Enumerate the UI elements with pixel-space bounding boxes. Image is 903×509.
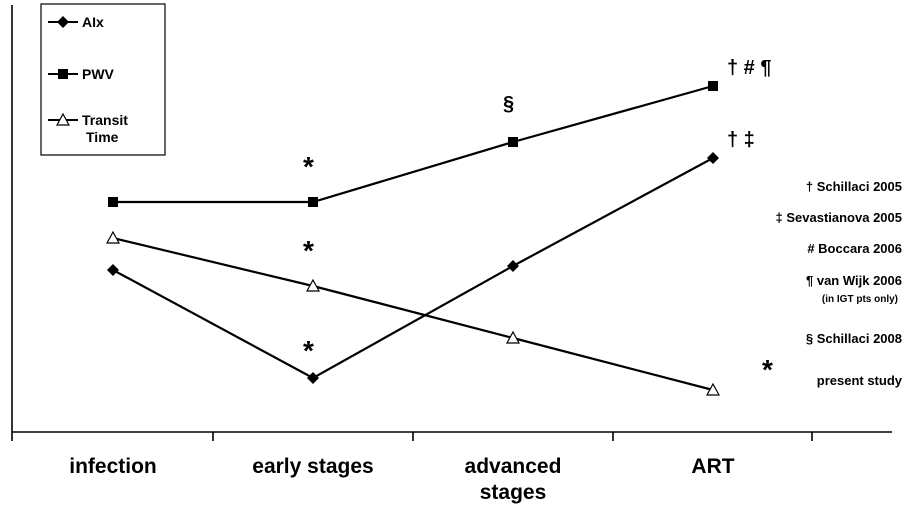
note-schillaci-2008: § Schillaci 2008 (806, 331, 902, 346)
annotation-0: * (303, 151, 314, 182)
annotation-3: § (503, 93, 514, 115)
series-aix (107, 152, 719, 384)
legend: AIx PWV Transit Time (40, 3, 166, 156)
point-aix-early-stages (307, 372, 319, 384)
legend-marker-aix (57, 16, 69, 28)
annotation-4: † # ¶ (727, 57, 771, 79)
line-transit-time (112, 236, 714, 392)
legend-item-pwv: PWV (48, 66, 115, 82)
note-label-boccara-2006: # Boccara 2006 (807, 241, 902, 256)
note-symbol-present-study: * (762, 354, 773, 385)
note-label-schillaci-2008: § Schillaci 2008 (806, 331, 902, 346)
series-group (105, 81, 721, 396)
point-pwv-early-stages (308, 197, 318, 207)
note-boccara-2006: # Boccara 2006 (807, 241, 902, 256)
point-transit-time-early-stages (305, 278, 321, 292)
x-tick-label-art: ART (691, 455, 734, 478)
point-pwv-advanced-stages (508, 137, 518, 147)
annotation-2: * (303, 335, 314, 366)
legend-label-aix: AIx (82, 14, 104, 30)
note-sevastianova-2005: ‡ Sevastianova 2005 (776, 210, 902, 225)
axes (11, 5, 892, 441)
legend-marker-transit-time (55, 112, 71, 126)
note-van-wijk-2006: ¶ van Wijk 2006 (in IGT pts only) (806, 273, 902, 305)
legend-label-pwv: PWV (82, 66, 115, 82)
note-label-schillaci-2005: † Schillaci 2005 (806, 179, 902, 194)
x-tick-label-advanced-stages: advanced stages (465, 455, 562, 504)
point-transit-time-art (705, 382, 721, 396)
note-subtext-van-wijk-2006: (in IGT pts only) (822, 294, 898, 305)
legend-marker-pwv (58, 69, 68, 79)
legend-item-aix: AIx (48, 14, 104, 30)
x-tick-label-early-stages: early stages (252, 455, 373, 478)
point-transit-time-infection (105, 230, 121, 244)
note-label-sevastianova-2005: ‡ Sevastianova 2005 (776, 210, 902, 225)
line-aix (112, 157, 714, 380)
series-transit-time (105, 230, 721, 396)
line-pwv (113, 84, 714, 204)
legend-item-transit-time: Transit Time (48, 112, 128, 145)
point-aix-infection (107, 264, 119, 276)
note-present-study: present study * (762, 354, 903, 388)
annotation-5: † ‡ (727, 129, 755, 151)
point-pwv-infection (108, 197, 118, 207)
series-pwv (108, 81, 718, 207)
category-labels: infection early stages advanced stages ART (69, 455, 734, 504)
legend-box (40, 3, 166, 156)
point-aix-art (707, 152, 719, 164)
annotations-group: * * * § † # ¶ † ‡ (303, 57, 771, 366)
legend-label-transit-time: Transit Time (82, 112, 128, 145)
point-aix-advanced-stages (507, 260, 519, 272)
annotation-1: * (303, 235, 314, 266)
note-label-present-study: present study (817, 373, 903, 388)
point-transit-time-advanced-stages (505, 330, 521, 344)
note-label-van-wijk-2006: ¶ van Wijk 2006 (806, 273, 902, 288)
reference-notes: † Schillaci 2005 ‡ Sevastianova 2005 # Boc… (762, 179, 903, 388)
point-pwv-art (708, 81, 718, 91)
x-tick-label-infection: infection (69, 455, 157, 478)
note-schillaci-2005: † Schillaci 2005 (806, 179, 902, 194)
